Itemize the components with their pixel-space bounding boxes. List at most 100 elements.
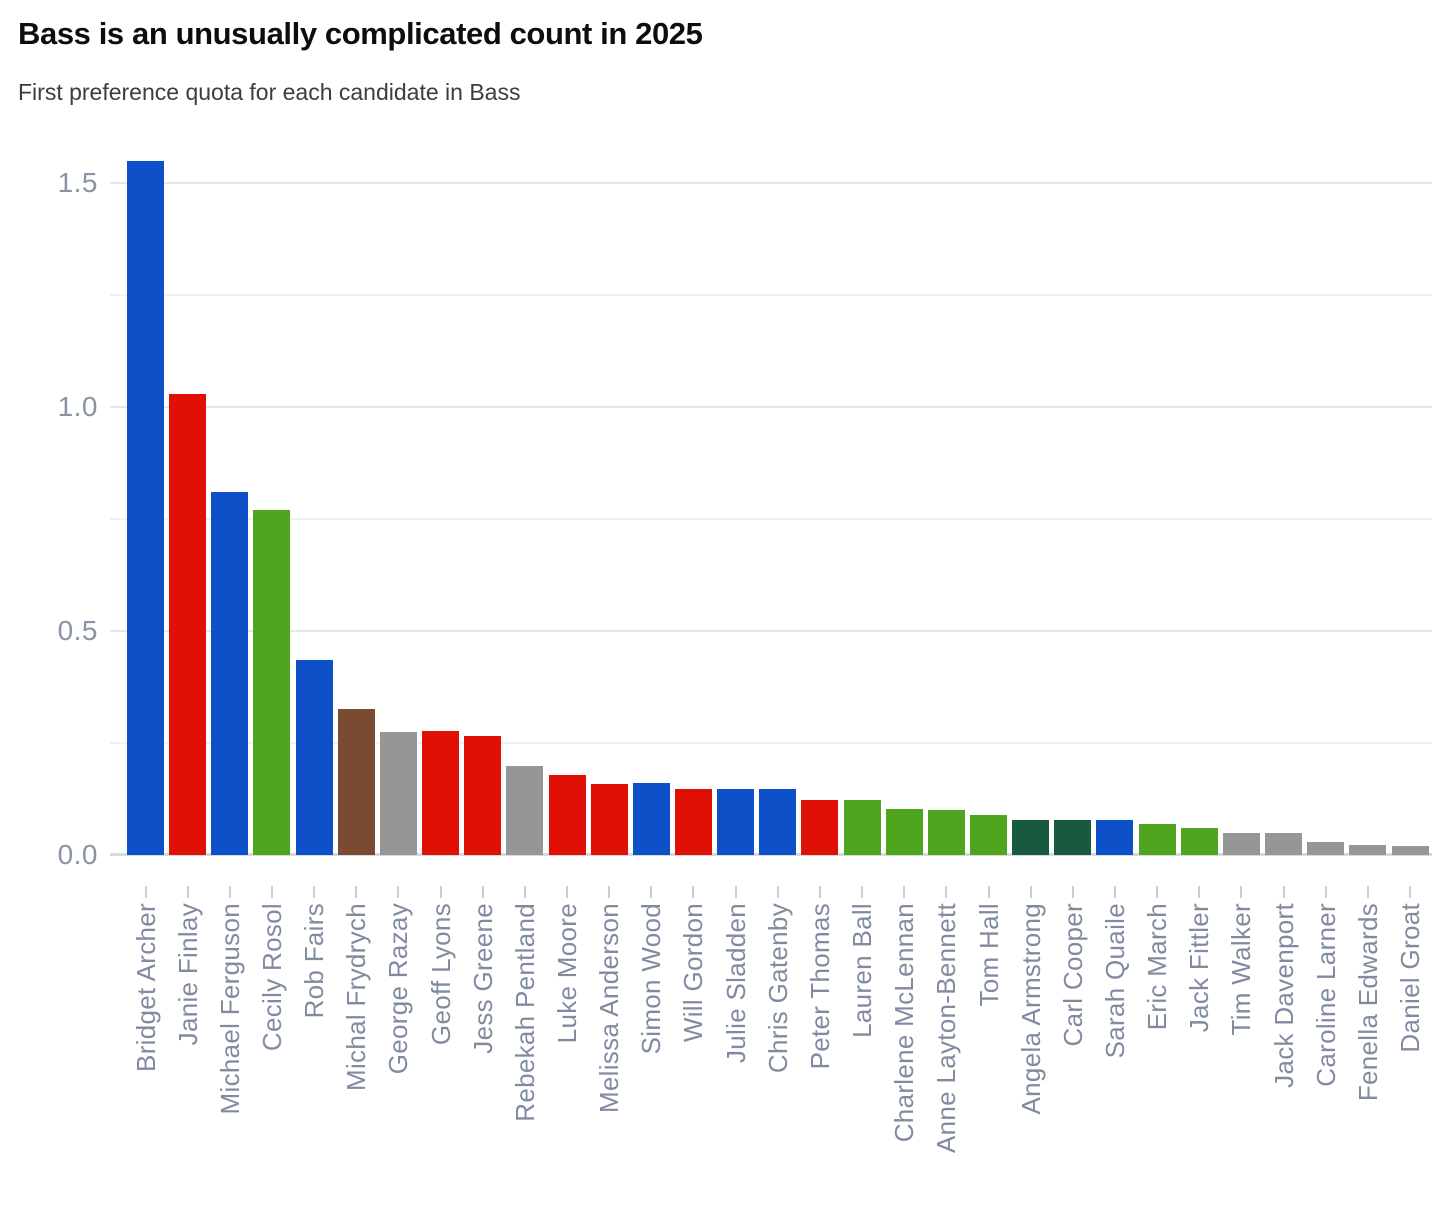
x-axis: Bridget Archer Janie Finlay Michael Fergus… — [110, 855, 1432, 1213]
bar-michal-frydrych — [337, 709, 375, 855]
bar-anne-layton-bennett — [927, 810, 965, 855]
bar-will-gordon — [674, 788, 712, 855]
bar-daniel-groat — [1391, 846, 1429, 855]
chart-title: Bass is an unusually complicated count i… — [18, 16, 703, 51]
x-axis-tick — [692, 886, 695, 898]
bar-jack-davenport — [1265, 833, 1303, 855]
x-axis-tick — [776, 886, 779, 898]
plot-area — [110, 150, 1432, 856]
bar-fenella-edwards — [1349, 845, 1387, 855]
gridline-minor — [110, 294, 1432, 296]
x-axis-tick — [1029, 886, 1032, 898]
bar-jess-greene — [464, 735, 502, 855]
x-axis-label: Will Gordon — [678, 903, 709, 1043]
x-axis-label: Julie Sladden — [720, 903, 751, 1064]
x-axis-tick — [228, 886, 231, 898]
bar-jack-fittler — [1180, 828, 1218, 855]
bar-tom-hall — [970, 815, 1007, 855]
x-axis-label: Michal Frydrych — [341, 903, 372, 1091]
gridline-major — [110, 182, 1432, 184]
x-axis-label: Rob Fairs — [299, 903, 330, 1019]
x-axis-label: Bridget Archer — [130, 903, 161, 1072]
x-axis-label: Caroline Larner — [1310, 903, 1341, 1087]
x-axis-label: Michael Ferguson — [214, 903, 245, 1115]
x-axis-label: Eric March — [1142, 903, 1173, 1031]
x-axis-label: Fenella Edwards — [1352, 903, 1383, 1102]
x-axis-label: Charlene McLennan — [889, 903, 920, 1143]
x-axis-label: Lauren Ball — [847, 903, 878, 1038]
x-axis-label: Cecily Rosol — [256, 903, 287, 1052]
bar-janie-finlay — [169, 393, 207, 855]
x-axis-tick — [566, 886, 568, 898]
x-axis-label: Sarah Quaile — [1099, 903, 1130, 1059]
bar-tim-walker — [1222, 833, 1260, 855]
x-axis-label: Tim Walker — [1226, 903, 1257, 1036]
bar-geoff-lyons — [422, 730, 460, 855]
bar-bridget-archer — [127, 160, 164, 855]
x-axis-label: Rebekah Pentland — [509, 903, 540, 1122]
bar-sarah-quaile — [1096, 820, 1134, 855]
bar-rebekah-pentland — [506, 766, 544, 855]
x-axis-tick — [987, 886, 990, 898]
x-axis-label: Geoff Lyons — [425, 903, 456, 1046]
bar-charlene-mclennan — [885, 809, 923, 855]
x-axis-tick — [523, 886, 526, 898]
bar-simon-wood — [632, 783, 670, 855]
x-axis-label: George Razay — [383, 903, 414, 1075]
x-axis-label: Luke Moore — [552, 903, 582, 1044]
bar-luke-moore — [548, 775, 586, 855]
x-axis-tick — [945, 886, 948, 898]
x-axis-label: Carl Cooper — [1057, 903, 1088, 1047]
x-axis-tick — [1366, 886, 1369, 898]
x-axis-tick — [734, 886, 737, 898]
bar-peter-thomas — [801, 800, 839, 855]
x-axis-label: Tom Hall — [973, 903, 1004, 1007]
y-axis-tick-label: 0.5 — [57, 615, 98, 646]
bar-eric-march — [1138, 824, 1176, 855]
x-axis-tick — [1071, 886, 1074, 898]
x-axis-label: Melissa Anderson — [594, 903, 625, 1114]
gridline-major — [110, 630, 1432, 632]
x-axis-tick — [1409, 886, 1411, 898]
gridline-minor — [110, 742, 1432, 744]
x-axis-tick — [313, 886, 316, 898]
bar-julie-sladden — [717, 788, 755, 855]
x-axis-tick — [270, 886, 273, 898]
bar-michael-ferguson — [211, 492, 249, 855]
y-axis-tick-label: 1.0 — [57, 391, 98, 422]
x-axis-label: Simon Wood — [636, 903, 667, 1055]
x-axis-label: Angela Armstrong — [1015, 903, 1046, 1115]
x-axis-tick — [186, 886, 189, 898]
bar-carl-cooper — [1054, 820, 1092, 855]
x-axis-label: Jack Fittler — [1184, 903, 1215, 1033]
x-axis-tick — [144, 886, 147, 898]
x-axis-label: Jess Greene — [467, 903, 498, 1054]
x-axis-label: Anne Layton-Bennett — [931, 903, 962, 1153]
bar-angela-armstrong — [1012, 820, 1050, 855]
x-axis-label: Peter Thomas — [804, 903, 835, 1070]
x-axis-tick — [481, 886, 484, 898]
x-axis-tick — [355, 886, 358, 898]
x-axis-tick — [903, 886, 906, 898]
x-axis-tick — [1240, 886, 1243, 898]
bar-chris-gatenby — [759, 788, 797, 855]
y-axis: 0.0 0.5 1.0 1.5 — [0, 150, 98, 870]
x-axis-tick — [650, 886, 653, 898]
x-axis-label: Daniel Groat — [1395, 903, 1425, 1053]
x-axis-tick — [397, 886, 400, 898]
gridline-minor — [110, 518, 1432, 520]
gridline-major — [110, 406, 1432, 408]
bar-rob-fairs — [295, 660, 333, 855]
x-axis-label: Janie Finlay — [172, 903, 203, 1046]
x-axis-label: Chris Gatenby — [762, 903, 793, 1074]
bar-lauren-ball — [843, 800, 881, 855]
x-axis-tick — [1198, 886, 1201, 898]
x-axis-tick — [818, 886, 821, 898]
y-axis-tick-label: 1.5 — [57, 167, 98, 198]
chart-subtitle: First preference quota for each candidat… — [18, 79, 521, 105]
x-axis-tick — [1156, 886, 1159, 898]
bar-george-razay — [379, 731, 417, 855]
x-axis-tick — [1282, 886, 1285, 898]
x-axis-tick — [1113, 886, 1116, 898]
